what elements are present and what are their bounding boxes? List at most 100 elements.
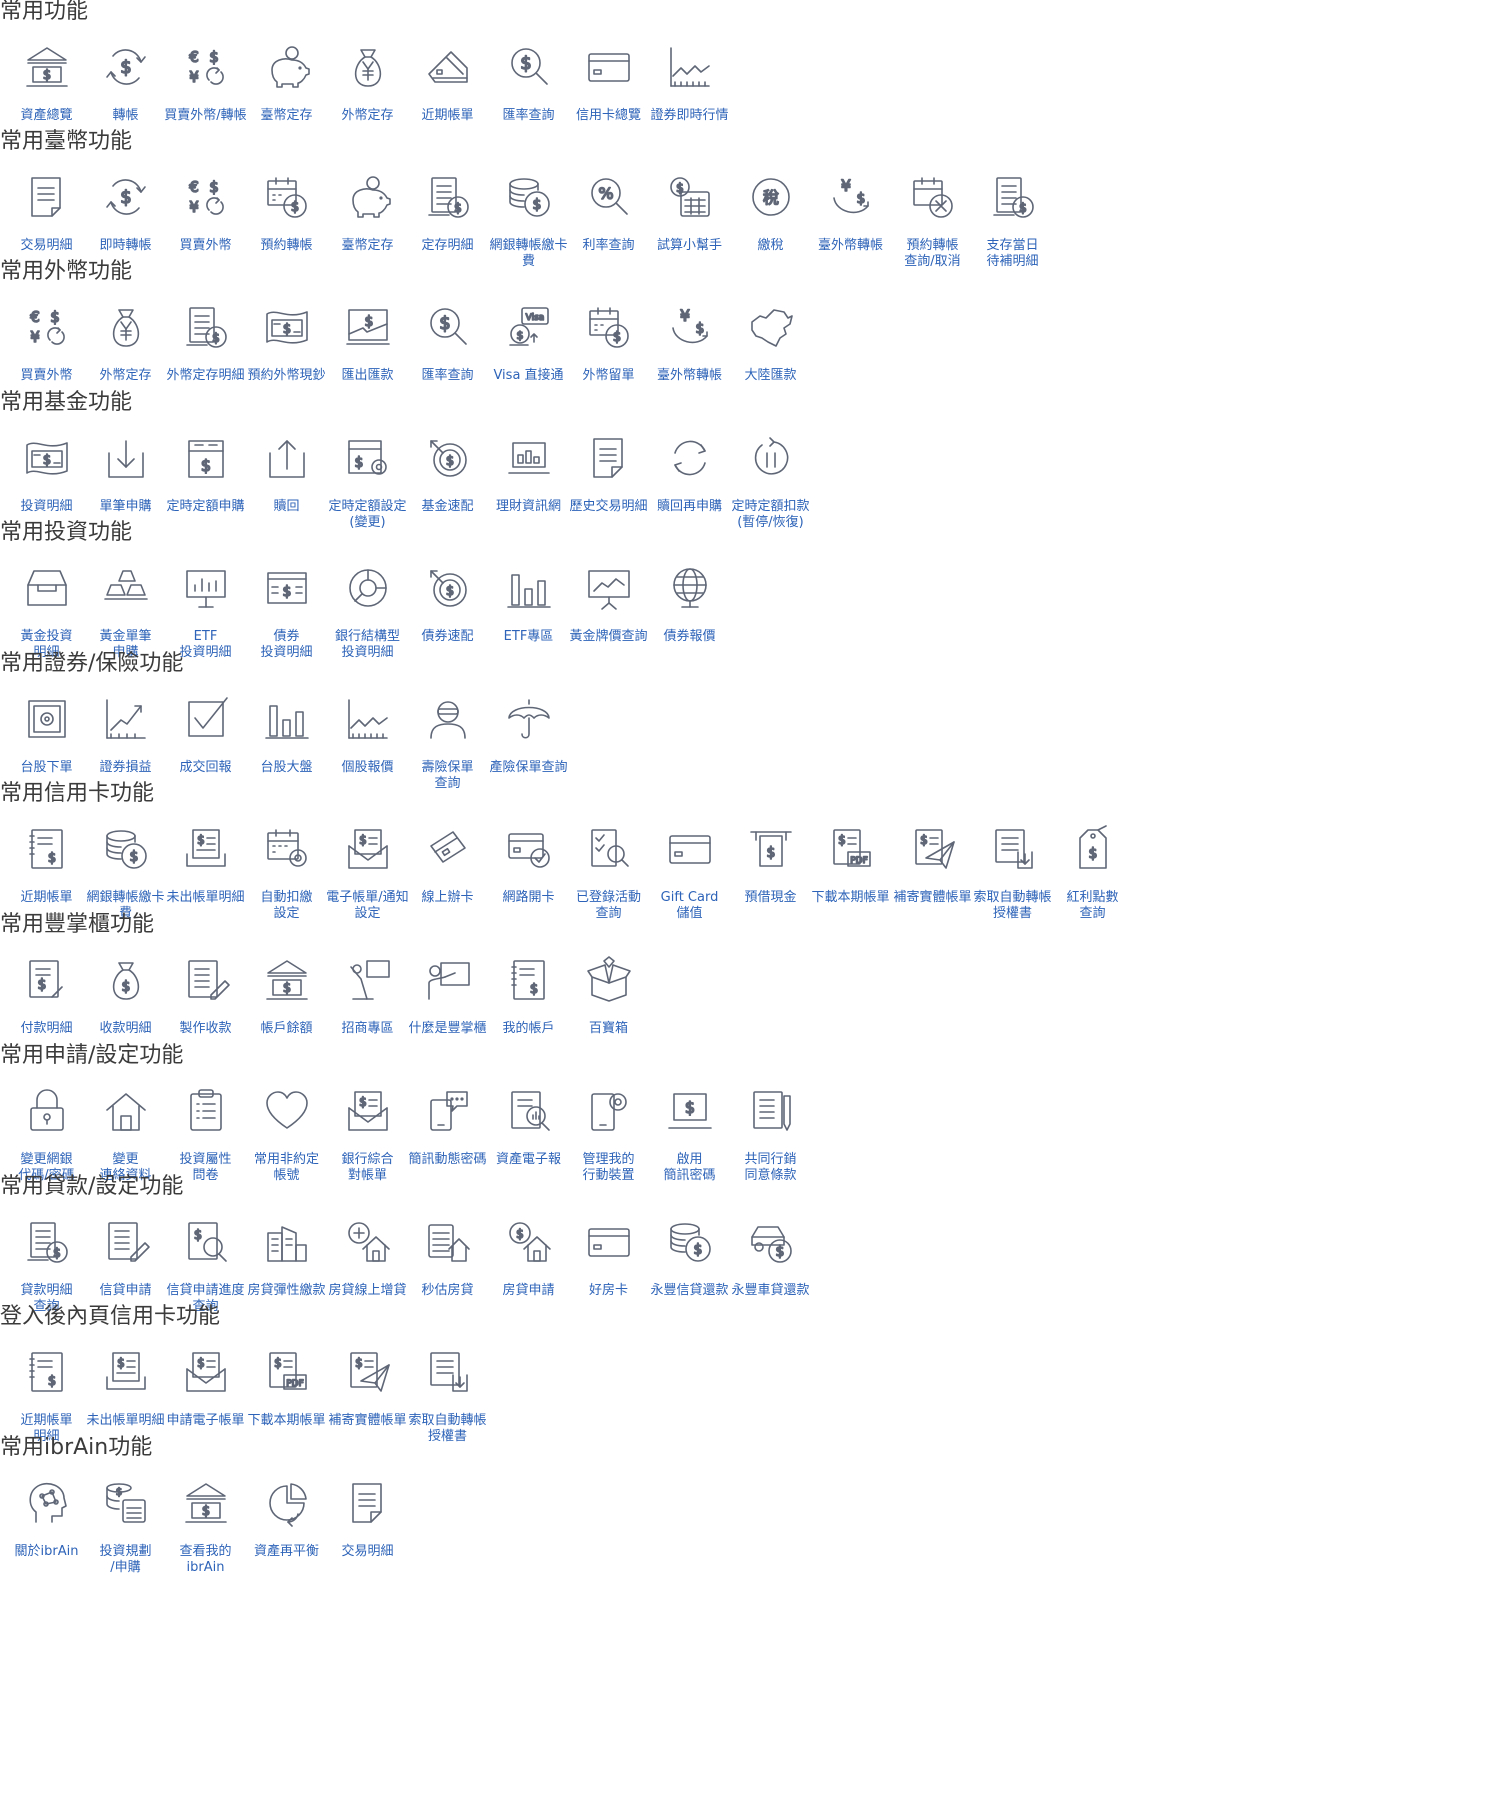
menu-item-bill-send[interactable]: $ 補寄實體帳單: [886, 816, 979, 956]
menu-item-buildings[interactable]: 房貸彈性繳款: [240, 1209, 333, 1349]
menu-item-checklist-search[interactable]: 已登錄活動 查詢: [562, 816, 655, 956]
menu-item-envelope-bill[interactable]: $ 申請電子帳單: [159, 1339, 252, 1479]
menu-item-report-search[interactable]: 資產電子報: [482, 1078, 575, 1218]
menu-item-document-folded[interactable]: 交易明細: [321, 1470, 414, 1610]
menu-item-bond-note[interactable]: $ 債券 投資明細: [240, 555, 333, 695]
menu-item-teacher-board[interactable]: 什麼是豐掌櫃: [401, 947, 494, 1087]
menu-item-download-tray[interactable]: 單筆申購: [79, 425, 172, 565]
menu-item-refresh[interactable]: 贖回再申購: [643, 425, 736, 565]
menu-item-bar-chart[interactable]: ETF專區: [482, 555, 575, 695]
menu-item-calendar-gear-dollar[interactable]: $ 定時定額設定 (變更): [321, 425, 414, 565]
menu-item-pie-chart[interactable]: 銀行結構型 投資明細: [321, 555, 414, 695]
menu-item-lock[interactable]: 變更網銀 代碼/密碼: [0, 1078, 93, 1218]
menu-item-calendar-box-dollar[interactable]: $ 定時定額申購: [159, 425, 252, 565]
menu-item-dollar-search[interactable]: $ 匯率查詢: [482, 34, 575, 174]
menu-item-car-dollar[interactable]: $ 永豐車貸還款: [724, 1209, 817, 1349]
menu-item-credit-card[interactable]: 信用卡總覽: [562, 34, 655, 174]
menu-item-coins-stack[interactable]: $ 網銀轉帳繳卡 費: [482, 164, 575, 304]
menu-item-heart[interactable]: 常用非約定 帳號: [240, 1078, 333, 1218]
menu-item-bank[interactable]: $ 資產總覽: [0, 34, 93, 174]
menu-item-currency-exchange[interactable]: € $ ¥ 買賣外幣: [0, 294, 93, 434]
menu-item-yen-dollar-swap[interactable]: ¥ $ 臺外幣轉帳: [804, 164, 897, 304]
menu-item-checkbox[interactable]: 成交回報: [159, 686, 252, 826]
menu-item-price-tag[interactable]: $ 紅利點數 查詢: [1046, 816, 1139, 956]
menu-item-transfer-dollar[interactable]: $ 即時轉帳: [79, 164, 172, 304]
menu-item-notebook-dollar[interactable]: $ 近期帳單: [0, 816, 93, 956]
menu-item-currency-exchange[interactable]: € $ ¥ 買賣外幣/轉帳: [159, 34, 252, 174]
menu-item-bar-chart[interactable]: 台股大盤: [240, 686, 333, 826]
menu-item-doc-pencil[interactable]: 信貸申請: [79, 1209, 172, 1349]
menu-item-coins-stack[interactable]: $ 網銀轉帳繳卡 費: [79, 816, 172, 956]
menu-item-doc-pencil[interactable]: 製作收款: [159, 947, 252, 1087]
menu-item-bank[interactable]: $ 帳戶餘額: [240, 947, 333, 1087]
menu-item-house-dollar[interactable]: $ 房貸申請: [482, 1209, 575, 1349]
menu-item-person-mask[interactable]: 壽險保單 查詢: [401, 686, 494, 826]
menu-item-pdf-bill[interactable]: $ PDF 下載本期帳單: [804, 816, 897, 956]
menu-item-card-tilted[interactable]: 近期帳單: [401, 34, 494, 174]
menu-item-calculator-dollar[interactable]: $ 試算小幫手: [643, 164, 736, 304]
menu-item-dollar-search[interactable]: $ 匯率查詢: [401, 294, 494, 434]
menu-item-statement-coin[interactable]: $ 貸款明細 查詢: [0, 1209, 93, 1349]
menu-item-atm-cash[interactable]: $ 預借現金: [724, 816, 817, 956]
menu-item-tax-badge[interactable]: 稅繳稅: [724, 164, 817, 304]
menu-item-calendar-dollar[interactable]: $ 預約轉帳: [240, 164, 333, 304]
menu-item-laptop-dollar[interactable]: $ 啟用 簡訊密碼: [643, 1078, 736, 1218]
menu-item-target-dollar[interactable]: $ 基金速配: [401, 425, 494, 565]
menu-item-envelope-bill[interactable]: $ 銀行綜合 對帳單: [321, 1078, 414, 1218]
menu-item-laptop-chart[interactable]: 理財資訊網: [482, 425, 575, 565]
menu-item-yen-money-bag[interactable]: 外幣定存: [79, 294, 172, 434]
menu-item-calendar-dollar[interactable]: $ 外幣留單: [562, 294, 655, 434]
menu-item-inbox-tray[interactable]: 黃金投資 明細: [0, 555, 93, 695]
menu-item-umbrella[interactable]: 產險保單查詢: [482, 686, 575, 826]
menu-item-doc-dollar-search[interactable]: $ 信貸申請進度 查詢: [159, 1209, 252, 1349]
menu-item-banknote-wave[interactable]: $ 投資明細: [0, 425, 93, 565]
menu-item-bill-tray[interactable]: $ 未出帳單明細: [79, 1339, 172, 1479]
menu-item-upload-tray[interactable]: 贖回: [240, 425, 333, 565]
menu-item-payment-doc[interactable]: $ 付款明細: [0, 947, 93, 1087]
menu-item-line-chart[interactable]: 證券即時行情: [643, 34, 736, 174]
menu-item-phone-gear[interactable]: 管理我的 行動裝置: [562, 1078, 655, 1218]
menu-item-money-bag[interactable]: $ 收款明細: [79, 947, 172, 1087]
menu-item-statement-coin[interactable]: $ 支存當日 待補明細: [966, 164, 1059, 304]
menu-item-bill-send[interactable]: $ 補寄實體帳單: [321, 1339, 414, 1479]
menu-item-treasure-box[interactable]: 百寶箱: [562, 947, 655, 1087]
menu-item-coins-stack[interactable]: $ 永豐信貸還款: [643, 1209, 736, 1349]
menu-item-visa-card[interactable]: Visa $ Visa 直接通: [482, 294, 575, 434]
menu-item-coins-calculator[interactable]: $ 投資規劃 /申購: [79, 1470, 172, 1610]
menu-item-bill-tray[interactable]: $ 未出帳單明細: [159, 816, 252, 956]
menu-item-banknote-wave[interactable]: $ 預約外幣現鈔: [240, 294, 333, 434]
menu-item-trend-up[interactable]: 證券損益: [79, 686, 172, 826]
menu-item-card-check[interactable]: 網路開卡: [482, 816, 575, 956]
menu-item-presenter[interactable]: 招商專區: [321, 947, 414, 1087]
menu-item-line-chart[interactable]: 個股報價: [321, 686, 414, 826]
menu-item-transfer-dollar[interactable]: $ 轉帳: [79, 34, 172, 174]
menu-item-calculator-house[interactable]: 秒估房貸: [401, 1209, 494, 1349]
menu-item-calendar-cancel[interactable]: 預約轉帳 查詢/取消: [886, 164, 979, 304]
menu-item-globe[interactable]: 債券報價: [643, 555, 736, 695]
menu-item-bank[interactable]: $ 查看我的 ibrAin: [159, 1470, 252, 1610]
menu-item-cards-tilted[interactable]: 線上辦卡: [401, 816, 494, 956]
menu-item-clipboard[interactable]: 投資屬性 問卷: [159, 1078, 252, 1218]
menu-item-doc-pen[interactable]: 共同行銷 同意條款: [724, 1078, 817, 1218]
menu-item-calendar-gear[interactable]: 自動扣繳 設定: [240, 816, 333, 956]
menu-item-safe[interactable]: 台股下單: [0, 686, 93, 826]
menu-item-presentation-board[interactable]: ETF 投資明細: [159, 555, 252, 695]
menu-item-brain-head[interactable]: 關於ibrAin: [0, 1470, 93, 1610]
menu-item-credit-card[interactable]: Gift Card 儲值: [643, 816, 736, 956]
menu-item-notebook-dollar[interactable]: $ 近期帳單 明細: [0, 1339, 93, 1479]
menu-item-envelope-bill[interactable]: $ 電子帳單/通知 設定: [321, 816, 414, 956]
menu-item-piggy-bank[interactable]: 臺幣定存: [240, 34, 333, 174]
menu-item-gold-bars[interactable]: 黃金單筆 申購: [79, 555, 172, 695]
menu-item-percent-search[interactable]: % 利率查詢: [562, 164, 655, 304]
menu-item-bill-download[interactable]: 索取自動轉帳 授權書: [401, 1339, 494, 1479]
menu-item-currency-exchange[interactable]: € $ ¥ 買賣外幣: [159, 164, 252, 304]
menu-item-trend-board[interactable]: 黃金牌價查詢: [562, 555, 655, 695]
menu-item-target-dollar[interactable]: $ 債券速配: [401, 555, 494, 695]
menu-item-china-map[interactable]: 大陸匯款: [724, 294, 817, 434]
menu-item-yen-dollar-swap[interactable]: ¥ $ 臺外幣轉帳: [643, 294, 736, 434]
menu-item-remittance[interactable]: $ 匯出匯款: [321, 294, 414, 434]
menu-item-yen-money-bag[interactable]: 外幣定存: [321, 34, 414, 174]
menu-item-bill-download[interactable]: 索取自動轉帳 授權書: [966, 816, 1059, 956]
menu-item-notebook-dollar[interactable]: $ 我的帳戶: [482, 947, 575, 1087]
menu-item-document-folded[interactable]: 歷史交易明細: [562, 425, 655, 565]
